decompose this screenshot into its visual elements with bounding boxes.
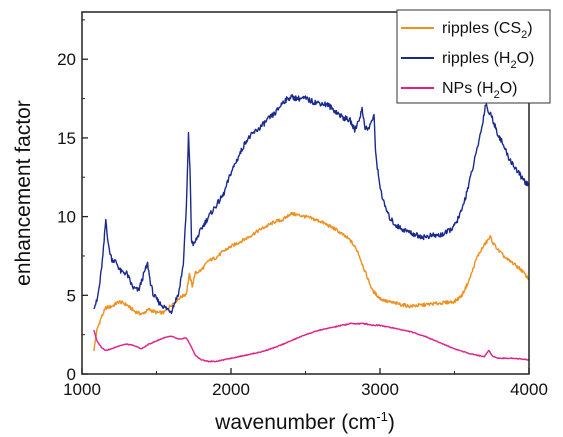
y-axis-label: enhancement factor [12,100,35,286]
y-tick-label: 0 [67,365,76,384]
series-line-3 [93,322,530,363]
legend-label-1: ripples (CS2) [442,20,533,41]
x-axis-label: wavenumber (cm-1) [214,409,395,434]
legend-items: ripples (CS2) ripples (H2O) NPs (H2O) [401,20,534,101]
axes-layer: 1000 2000 3000 4000 0 5 10 15 20 [57,19,548,399]
x-tick-label: 4000 [510,380,548,399]
x-axis-label-unit: (cm [341,411,376,434]
y-tick-label: 20 [57,50,76,69]
x-axis-label-text: wavenumber [214,411,335,434]
x-axis-label-exponent: -1 [376,409,388,424]
series-layer [93,94,530,363]
x-axis-label-unit-close: ) [388,411,395,434]
y-tick-label: 15 [57,129,76,148]
legend-label-2: ripples (H2O) [442,50,534,71]
x-tick-label: 2000 [212,380,250,399]
x-tick-label: 3000 [361,380,399,399]
y-tick-label: 10 [57,208,76,227]
legend-label-3: NPs (H2O) [442,80,517,101]
x-tick-label: 1000 [63,380,101,399]
y-tick-label: 5 [67,286,76,305]
legend: ripples (CS2) ripples (H2O) NPs (H2O) [396,9,551,104]
series-line-1 [93,211,530,352]
series-line-2 [93,94,530,315]
